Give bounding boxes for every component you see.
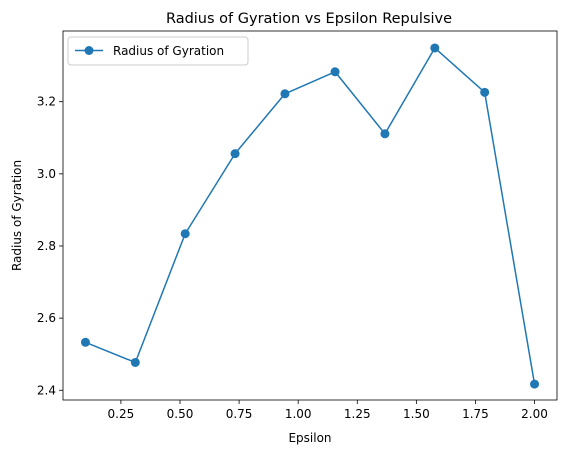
series-line <box>85 47 536 385</box>
data-point <box>330 67 340 77</box>
legend-label: Radius of Gyration <box>113 44 224 58</box>
chart-title: Radius of Gyration vs Epsilon Repulsive <box>166 11 452 27</box>
y-tick-label: 3.2 <box>37 95 56 109</box>
data-point <box>480 87 490 97</box>
y-tick-label: 2.6 <box>37 311 56 325</box>
legend-marker-sample <box>84 46 94 55</box>
data-point <box>180 229 190 239</box>
x-tick-label: 0.25 <box>108 407 135 421</box>
data-point <box>380 129 390 139</box>
data-point <box>280 89 290 99</box>
data-point <box>130 357 140 367</box>
plot-frame <box>62 30 558 401</box>
legend-box <box>67 36 249 66</box>
data-point <box>230 149 240 159</box>
x-tick-label: 1.00 <box>285 407 312 421</box>
x-tick-label: 1.25 <box>344 407 371 421</box>
x-axis-ticks: 0.25 0.50 0.75 1.00 1.25 1.50 1.75 2.00 <box>108 400 548 421</box>
x-tick-label: 0.50 <box>167 407 194 421</box>
x-axis-label: Epsilon <box>288 431 331 445</box>
x-tick-label: 1.50 <box>403 407 430 421</box>
x-tick-label: 1.75 <box>462 407 489 421</box>
data-point <box>80 337 90 347</box>
y-tick-label: 2.8 <box>37 239 56 253</box>
y-tick-label: 2.4 <box>37 383 56 397</box>
data-point <box>430 43 440 53</box>
y-axis-ticks: 2.4 2.6 2.8 3.0 3.2 <box>37 95 63 397</box>
y-axis-label: Radius of Gyration <box>10 160 24 271</box>
legend: Radius of Gyration <box>67 36 249 66</box>
series-layer <box>80 43 540 389</box>
plot-area <box>63 31 557 400</box>
data-point <box>530 379 540 389</box>
x-tick-label: 2.00 <box>521 407 548 421</box>
y-tick-label: 3.0 <box>37 167 56 181</box>
x-tick-label: 0.75 <box>226 407 253 421</box>
